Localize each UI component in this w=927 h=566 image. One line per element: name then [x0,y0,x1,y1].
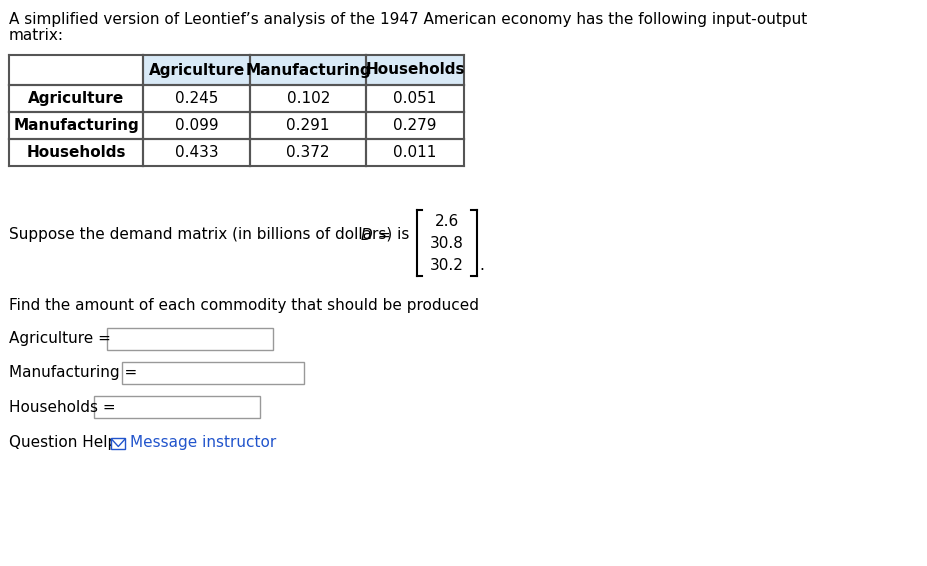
Text: 2.6: 2.6 [434,213,459,229]
Text: matrix:: matrix: [9,28,64,43]
Text: 0.279: 0.279 [393,118,437,133]
Text: 0.372: 0.372 [286,145,330,160]
Text: 0.291: 0.291 [286,118,330,133]
Bar [143,55,250,85]
Text: Households: Households [365,62,464,78]
Bar [366,55,464,85]
Text: Message instructor: Message instructor [130,435,275,450]
Bar [250,55,366,85]
Text: 0.051: 0.051 [393,91,437,106]
Text: Suppose the demand matrix (in billions of dollars) is: Suppose the demand matrix (in billions o… [9,228,413,242]
Text: Agriculture: Agriculture [28,91,124,106]
Text: Manufacturing: Manufacturing [245,62,371,78]
Text: =: = [372,228,395,242]
Text: D: D [361,228,372,242]
Bar [122,362,303,384]
Text: 30.8: 30.8 [429,235,464,251]
Text: Agriculture: Agriculture [148,62,245,78]
Text: 0.433: 0.433 [174,145,218,160]
Text: 30.2: 30.2 [429,258,464,272]
Bar [95,396,260,418]
Text: Find the amount of each commodity that should be produced: Find the amount of each commodity that s… [9,298,478,313]
Text: 0.102: 0.102 [286,91,329,106]
Text: A simplified version of Leontief’s analysis of the 1947 American economy has the: A simplified version of Leontief’s analy… [9,12,806,27]
Text: Manufacturing =: Manufacturing = [9,366,137,380]
Text: Manufacturing: Manufacturing [13,118,139,133]
Text: .: . [479,258,484,272]
Text: Households: Households [26,145,126,160]
Text: Households =: Households = [9,400,116,414]
Text: 0.245: 0.245 [175,91,218,106]
Bar [111,438,125,449]
Text: 0.099: 0.099 [174,118,218,133]
Text: 0.011: 0.011 [393,145,437,160]
Text: Agriculture =: Agriculture = [9,332,111,346]
Text: Question Help:: Question Help: [9,435,122,450]
Bar [107,328,273,350]
